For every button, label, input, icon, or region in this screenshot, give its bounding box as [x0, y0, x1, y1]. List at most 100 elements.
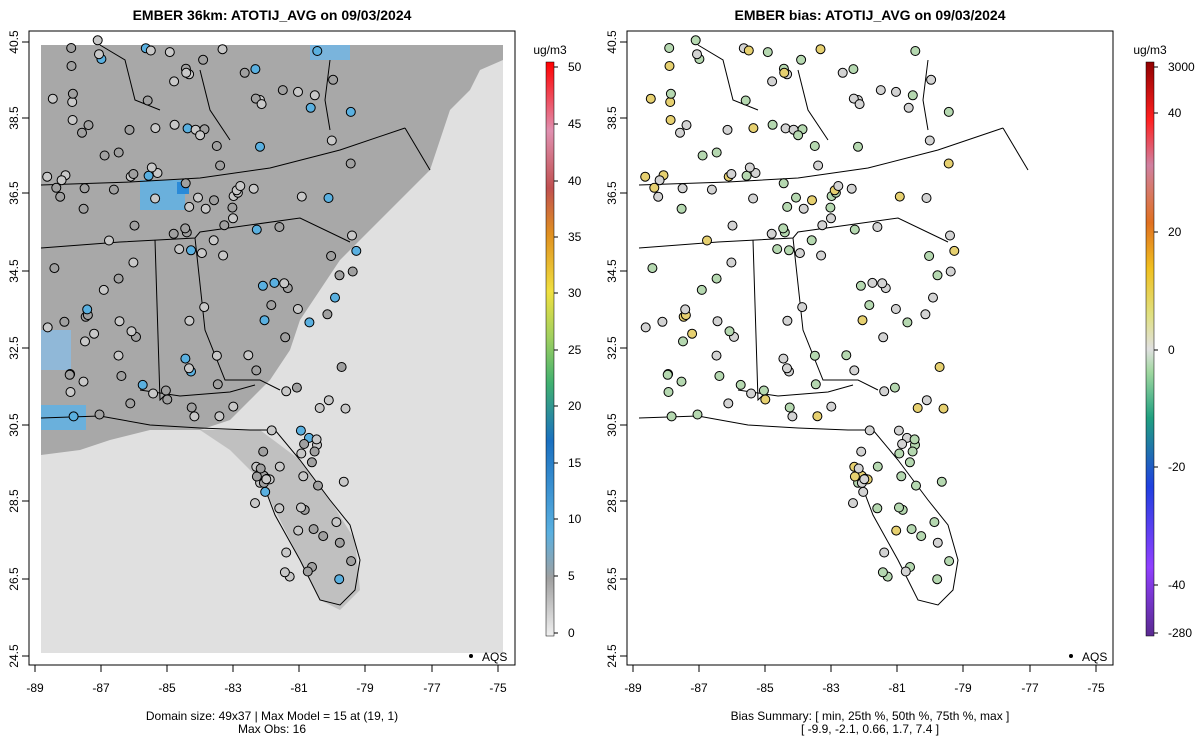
station-marker — [67, 88, 78, 99]
y-tick-label: 24.5 — [7, 644, 21, 668]
station-marker — [108, 184, 119, 195]
colorbar-tick-label: 30 — [568, 286, 582, 300]
station-marker — [313, 480, 323, 491]
station-marker — [849, 471, 860, 482]
station-marker — [296, 502, 306, 513]
station-marker — [949, 245, 960, 256]
station-marker — [250, 498, 260, 509]
right-plot-frame — [626, 30, 1114, 666]
station-marker — [180, 353, 191, 364]
station-marker — [218, 250, 229, 261]
station-marker — [184, 201, 195, 212]
station-marker — [293, 86, 303, 97]
station-marker — [180, 223, 191, 234]
station-marker — [772, 244, 783, 255]
station-marker — [813, 160, 824, 171]
station-marker — [198, 54, 209, 65]
station-marker — [281, 386, 292, 397]
station-marker — [334, 270, 345, 281]
station-marker — [256, 99, 267, 110]
station-marker — [766, 228, 777, 239]
station-marker — [879, 547, 890, 558]
station-marker — [665, 88, 676, 99]
station-marker — [910, 46, 921, 56]
station-marker — [875, 85, 886, 96]
colorbar-tick-label: 50 — [568, 60, 582, 74]
station-marker — [78, 376, 89, 387]
station-marker — [907, 90, 918, 101]
station-marker — [128, 169, 139, 179]
station-marker — [916, 531, 927, 542]
x-tick-label: -79 — [356, 681, 374, 695]
station-marker — [662, 369, 673, 380]
station-marker — [309, 446, 320, 457]
x-tick-label: -75 — [489, 681, 507, 695]
station-marker — [299, 439, 310, 449]
right-panel: EMBER bias: ATOTIJ_AVG on 09/03/2024 AQS… — [605, 7, 1195, 736]
station-marker — [199, 302, 210, 313]
station-marker — [878, 332, 889, 343]
station-marker — [767, 119, 778, 130]
station-marker — [160, 385, 171, 396]
station-marker — [943, 158, 954, 169]
left-y-axis: 24.5 26.5 28.5 30.5 32.5 34.5 36.5 38.5 40.5 — [7, 30, 29, 668]
station-marker — [806, 235, 817, 246]
station-marker — [328, 74, 339, 85]
x-tick-label: -83 — [822, 681, 840, 695]
station-marker — [748, 123, 759, 134]
colorbar-tick-label: -20 — [1168, 460, 1186, 474]
station-marker — [857, 315, 868, 326]
station-marker — [235, 181, 246, 191]
station-marker — [864, 425, 875, 436]
station-marker — [837, 67, 848, 78]
station-marker — [664, 43, 675, 53]
station-marker — [932, 270, 943, 281]
station-marker — [906, 524, 917, 535]
station-marker — [277, 85, 288, 96]
station-marker — [259, 315, 270, 326]
station-marker — [791, 192, 801, 203]
station-marker — [169, 119, 180, 130]
station-marker — [80, 336, 90, 347]
station-marker — [250, 64, 261, 75]
station-marker — [758, 385, 769, 396]
station-marker — [907, 446, 918, 457]
station-marker — [778, 178, 789, 189]
station-marker — [318, 531, 329, 542]
station-marker — [932, 537, 943, 548]
station-marker — [338, 476, 349, 487]
station-marker — [162, 394, 173, 405]
station-marker — [723, 398, 734, 409]
station-marker — [894, 191, 905, 202]
colorbar-tick-label: 25 — [568, 343, 582, 357]
station-marker — [77, 127, 87, 138]
colorbar-tick-label: 5 — [568, 569, 575, 583]
station-marker — [784, 245, 794, 256]
station-marker — [266, 425, 277, 436]
station-marker — [258, 446, 269, 457]
station-marker — [49, 263, 60, 274]
station-marker — [340, 403, 351, 414]
right-footer-line1: Bias Summary: [ min, 25th %, 50th %, 75t… — [731, 709, 1010, 723]
station-marker — [796, 54, 807, 65]
y-tick-label: 26.5 — [605, 567, 619, 591]
station-marker — [83, 120, 94, 131]
station-marker — [211, 141, 222, 151]
station-marker — [211, 350, 222, 361]
station-marker — [66, 61, 77, 71]
station-marker — [306, 457, 317, 468]
station-marker — [298, 471, 309, 482]
station-marker — [826, 213, 836, 224]
station-marker — [257, 280, 268, 291]
station-marker — [945, 266, 956, 277]
station-marker — [706, 184, 717, 195]
station-marker — [896, 471, 907, 482]
station-marker — [305, 102, 316, 113]
station-marker — [666, 411, 677, 422]
station-marker — [189, 411, 200, 422]
station-marker — [692, 49, 702, 60]
station-marker — [924, 135, 935, 146]
station-marker — [260, 486, 271, 497]
station-marker — [67, 115, 78, 125]
